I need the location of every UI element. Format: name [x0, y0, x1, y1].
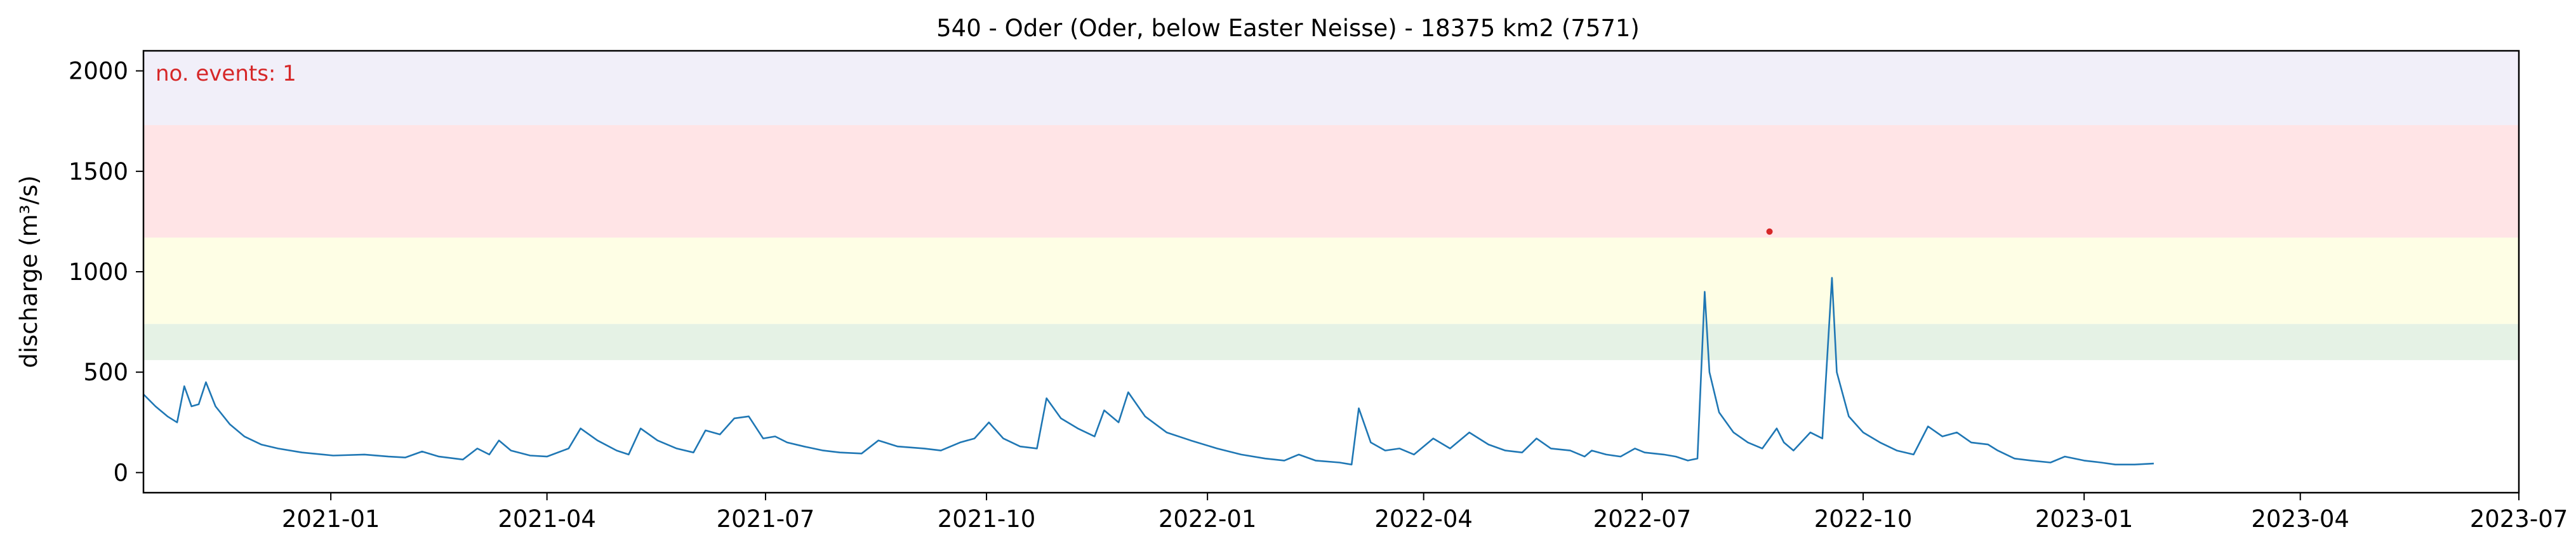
x-tick-label: 2021-04	[498, 505, 596, 533]
y-tick-label: 500	[83, 359, 128, 386]
threshold-band-4	[143, 51, 2519, 126]
x-tick-label: 2022-04	[1374, 505, 1473, 533]
y-tick-label: 1000	[69, 258, 128, 286]
x-tick-label: 2023-04	[2251, 505, 2349, 533]
events-count-annotation: no. events: 1	[156, 61, 296, 86]
x-tick-label: 2021-10	[938, 505, 1036, 533]
event-points	[1766, 228, 1773, 235]
threshold-band-3	[143, 125, 2519, 238]
threshold-band-2	[143, 237, 2519, 324]
threshold-bands	[143, 51, 2519, 361]
x-tick-label: 2022-01	[1159, 505, 1257, 533]
discharge-series-line	[143, 277, 2154, 465]
x-tick-label: 2022-10	[1814, 505, 1913, 533]
y-tick-label: 0	[113, 459, 128, 486]
x-tick-label: 2023-01	[2035, 505, 2134, 533]
y-tick-label: 2000	[69, 58, 128, 85]
event-point-1	[1766, 228, 1773, 235]
threshold-band-1	[143, 324, 2519, 361]
x-tick-label: 2021-01	[282, 505, 380, 533]
y-axis: 0 500 1000 1500 2000	[69, 58, 143, 486]
y-axis-label: discharge (m³/s)	[15, 175, 43, 368]
y-tick-label: 1500	[69, 158, 128, 185]
x-tick-label: 2022-07	[1593, 505, 1692, 533]
series-layer	[143, 277, 2154, 465]
chart-title: 540 - Oder (Oder, below Easter Neisse) -…	[936, 15, 1640, 42]
x-tick-label: 2021-07	[717, 505, 815, 533]
x-tick-label: 2023-07	[2470, 505, 2568, 533]
x-axis: 2021-01 2021-04 2021-07 2021-10 2022-01 2022-…	[282, 493, 2568, 533]
